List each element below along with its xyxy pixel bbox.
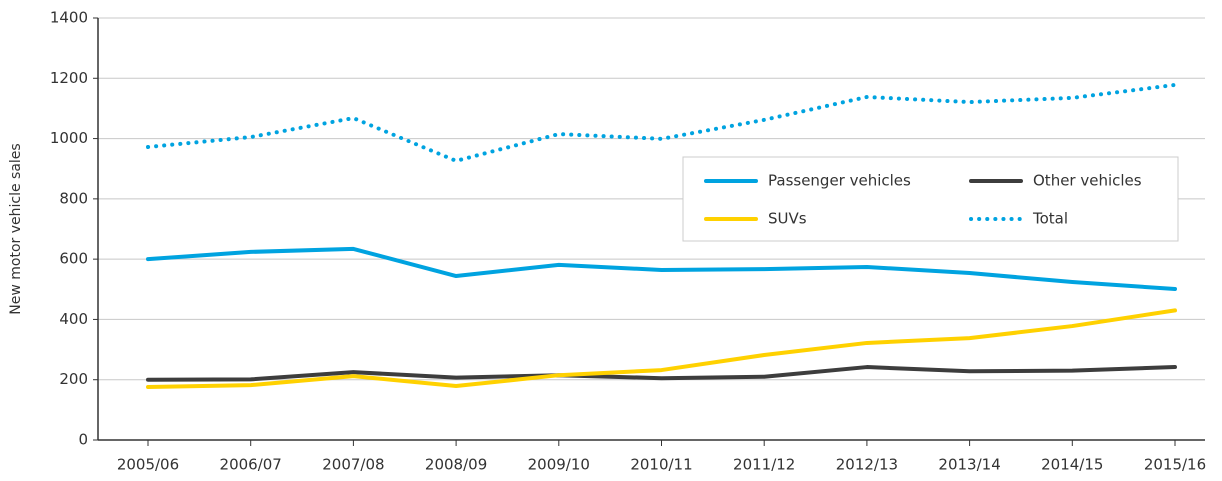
y-tick-label: 0 xyxy=(78,431,88,449)
series-line xyxy=(146,365,1177,382)
x-tick-label: 2009/10 xyxy=(528,456,590,474)
x-tick-label: 2005/06 xyxy=(117,456,179,474)
y-tick-label: 800 xyxy=(59,189,88,207)
legend-label: Other vehicles xyxy=(1033,172,1142,190)
y-tick-label: 1000 xyxy=(50,129,88,147)
x-tick-label: 2010/11 xyxy=(630,456,692,474)
legend-label: Passenger vehicles xyxy=(768,172,911,190)
y-tick-label: 600 xyxy=(59,250,88,268)
x-tick-label: 2013/14 xyxy=(938,456,1000,474)
x-tick-label: 2015/16 xyxy=(1144,456,1206,474)
x-tick-label: 2006/07 xyxy=(220,456,282,474)
series-line xyxy=(146,308,1177,389)
x-tick-label: 2014/15 xyxy=(1041,456,1103,474)
x-tick-label: 2007/08 xyxy=(322,456,384,474)
x-tick-label: 2011/12 xyxy=(733,456,795,474)
x-tick-label: 2008/09 xyxy=(425,456,487,474)
legend-box xyxy=(682,156,1179,242)
y-tick-label: 1200 xyxy=(50,69,88,87)
series-line xyxy=(146,82,1177,163)
y-tick-label: 200 xyxy=(59,370,88,388)
legend-label: SUVs xyxy=(768,210,807,228)
series-line xyxy=(146,246,1177,291)
y-tick-label: 400 xyxy=(59,310,88,328)
legend-label: Total xyxy=(1032,210,1068,228)
x-tick-label: 2012/13 xyxy=(836,456,898,474)
y-tick-label: 1400 xyxy=(50,9,88,27)
y-axis-label: New motor vehicle sales xyxy=(8,143,24,314)
